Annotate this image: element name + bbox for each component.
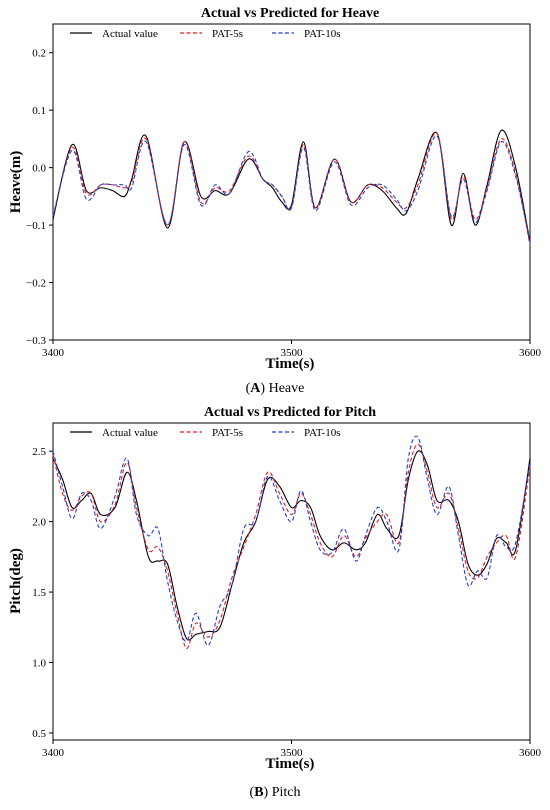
pitch-chart: Actual vs Predicted for Pitch Time(s) Pi… (8, 405, 542, 772)
heave-series-line-2 (52, 135, 531, 243)
pitch-y-tick-label: 0.5 (32, 728, 46, 740)
pitch-x-tick-label: 3400 (42, 747, 65, 759)
heave-y-tick-label: −0.1 (26, 220, 46, 232)
pitch-y-tick-label: 2.5 (32, 446, 46, 458)
pitch-series-line-2 (52, 435, 531, 647)
pitch-legend-label-0: Actual value (102, 427, 158, 439)
heave-series-line-0 (52, 129, 531, 243)
heave-y-tick-label: 0.0 (32, 163, 46, 175)
heave-chart: Actual vs Predicted for Heave Time(s) He… (8, 6, 542, 372)
pitch-series-line-1 (52, 443, 531, 649)
heave-legend: Actual value PAT-5s PAT-10s (70, 28, 341, 40)
heave-chart-title: Actual vs Predicted for Heave (201, 6, 379, 21)
pitch-x-axis-label: Time(s) (266, 756, 315, 772)
heave-y-tick-label: 0.2 (32, 48, 46, 60)
pitch-x-tick-label: 3600 (519, 747, 542, 759)
heave-series-lines (52, 129, 531, 246)
pitch-chart-title: Actual vs Predicted for Pitch (204, 405, 376, 420)
caption-a: (A) Heave (246, 381, 305, 396)
pitch-y-axis-label: Pitch(deg) (8, 548, 24, 614)
heave-legend-label-0: Actual value (102, 28, 158, 40)
caption-b-letter: B (254, 785, 263, 800)
heave-ticks: 3400 3500 3600 −0.3 −0.2 −0.1 0.0 0.1 0.2 (26, 48, 541, 359)
pitch-x-tick-label: 3500 (281, 747, 304, 759)
heave-x-tick-label: 3500 (281, 347, 304, 359)
pitch-series-line-0 (52, 450, 531, 641)
heave-x-tick-label: 3400 (42, 347, 65, 359)
heave-y-tick-label: −0.3 (26, 335, 46, 347)
pitch-legend: Actual value PAT-5s PAT-10s (70, 427, 341, 439)
heave-x-tick-label: 3600 (519, 347, 542, 359)
heave-y-tick-label: 0.1 (32, 105, 46, 117)
heave-y-tick-label: −0.2 (26, 278, 46, 290)
pitch-y-tick-label: 1.0 (32, 658, 46, 670)
heave-x-axis-label: Time(s) (266, 356, 315, 372)
caption-b-text: Pitch (272, 785, 301, 800)
heave-legend-label-2: PAT-10s (304, 28, 341, 40)
pitch-ticks: 3400 3500 3600 0.5 1.0 1.5 2.0 2.5 (32, 446, 541, 759)
pitch-series-lines (52, 435, 531, 649)
pitch-y-tick-label: 2.0 (32, 517, 46, 529)
pitch-legend-label-2: PAT-10s (304, 427, 341, 439)
heave-plot-area (52, 23, 531, 341)
caption-b: (B) Pitch (250, 785, 301, 800)
heave-y-axis-label: Heave(m) (8, 151, 24, 213)
caption-a-text: Heave (269, 381, 305, 396)
pitch-plot-area (52, 422, 531, 741)
pitch-y-tick-label: 1.5 (32, 587, 46, 599)
pitch-legend-label-1: PAT-5s (212, 427, 243, 439)
heave-series-line-1 (52, 132, 531, 246)
caption-a-letter: A (250, 381, 261, 396)
heave-legend-label-1: PAT-5s (212, 28, 243, 40)
